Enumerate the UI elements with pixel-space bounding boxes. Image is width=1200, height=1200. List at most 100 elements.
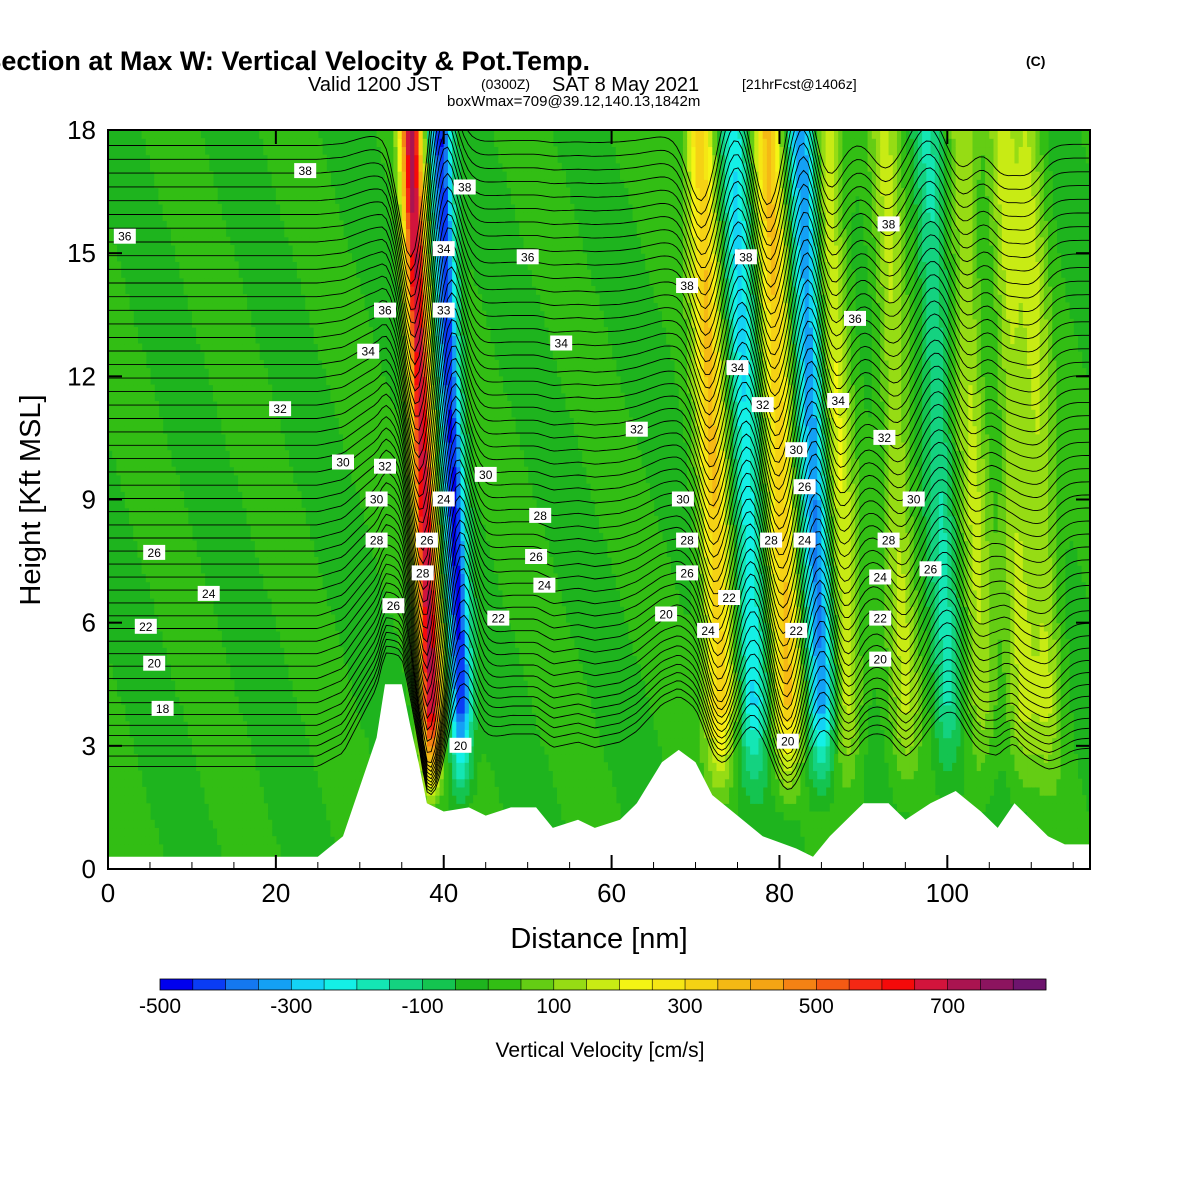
w-cell [229, 450, 235, 460]
w-cell [460, 507, 466, 517]
w-cell [355, 417, 361, 427]
w-cell [196, 277, 201, 287]
w-cell [225, 819, 231, 829]
w-cell [464, 491, 470, 501]
w-cell [338, 236, 344, 246]
w-cell [141, 442, 147, 451]
w-cell [217, 655, 222, 665]
w-cell [452, 778, 457, 788]
w-cell [431, 335, 436, 345]
w-cell [439, 154, 445, 164]
w-cell [456, 573, 462, 583]
w-cell [456, 368, 462, 377]
w-cell [154, 598, 159, 607]
w-cell [330, 745, 336, 755]
w-cell [187, 261, 193, 271]
w-cell [489, 450, 495, 460]
w-cell [196, 138, 201, 148]
w-cell [191, 253, 197, 262]
w-cell [120, 318, 126, 328]
valid-time-prefix: Valid 1200 JST [308, 74, 442, 96]
w-cell [141, 130, 147, 139]
w-cell [506, 171, 512, 180]
w-cell [284, 483, 290, 492]
w-cell [523, 639, 529, 648]
w-cell [376, 483, 382, 492]
w-cell [405, 253, 411, 262]
w-cell [372, 450, 378, 460]
w-cell [527, 589, 533, 599]
w-cell [498, 532, 504, 542]
w-cell [464, 754, 470, 763]
w-cell [175, 499, 180, 509]
w-cell [414, 335, 420, 345]
w-cell [292, 253, 298, 262]
w-cell [120, 409, 126, 418]
w-cell [426, 212, 432, 221]
w-cell [389, 409, 394, 418]
w-cell [309, 745, 315, 755]
w-cell [196, 573, 201, 583]
w-cell [229, 294, 235, 304]
w-cell [305, 556, 311, 566]
w-cell [502, 565, 508, 574]
w-cell [510, 507, 516, 517]
w-cell [410, 384, 415, 394]
w-cell [124, 836, 130, 845]
w-cell [166, 598, 172, 607]
w-cell [301, 565, 306, 574]
w-cell [347, 277, 353, 287]
w-cell [355, 409, 361, 418]
w-cell [523, 647, 529, 657]
w-cell [456, 376, 462, 386]
w-cell [494, 532, 499, 542]
w-cell [447, 203, 453, 213]
w-cell [250, 770, 256, 780]
w-cell [225, 754, 231, 763]
w-cell [280, 589, 285, 599]
w-cell [376, 392, 382, 402]
w-cell [292, 236, 298, 246]
w-cell [326, 376, 332, 386]
w-cell [225, 343, 231, 353]
w-cell [162, 474, 168, 484]
w-cell [233, 302, 239, 312]
w-cell [447, 368, 453, 377]
w-cell [191, 745, 197, 755]
w-cell [200, 712, 206, 722]
w-cell [326, 630, 332, 640]
w-cell [330, 762, 336, 772]
w-cell [347, 704, 353, 714]
w-cell [225, 409, 231, 418]
w-cell [225, 671, 231, 681]
w-cell [481, 343, 487, 353]
w-cell [305, 598, 311, 607]
w-cell [527, 491, 533, 501]
w-cell [229, 327, 235, 336]
w-cell [275, 556, 281, 566]
w-cell [322, 795, 327, 804]
w-cell [502, 450, 508, 460]
w-cell [170, 195, 176, 205]
w-cell [267, 417, 273, 427]
w-cell [191, 573, 197, 583]
w-cell [330, 663, 336, 673]
w-cell [468, 565, 474, 574]
w-cell [200, 688, 206, 698]
w-cell [473, 680, 478, 689]
w-cell [351, 737, 357, 747]
w-cell [389, 203, 394, 213]
w-cell [343, 737, 348, 747]
w-cell [443, 663, 449, 673]
w-cell [112, 688, 117, 698]
w-cell [456, 400, 462, 410]
w-cell [141, 425, 147, 435]
w-cell [187, 179, 193, 189]
w-cell [296, 146, 302, 156]
w-cell [452, 770, 457, 780]
w-cell [183, 532, 189, 542]
w-cell [460, 655, 466, 665]
w-cell [229, 795, 235, 804]
w-cell [267, 458, 273, 468]
w-cell [225, 253, 231, 262]
